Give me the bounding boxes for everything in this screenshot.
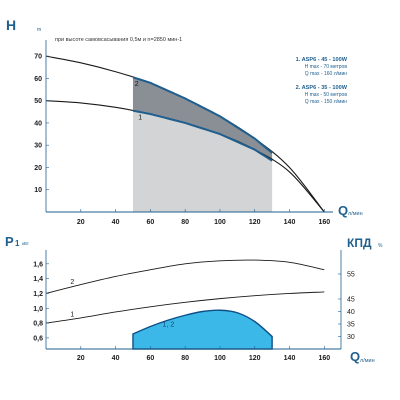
efficiency-tick-label: 30 (347, 334, 355, 341)
head-y-tick-label: 70 (34, 54, 42, 61)
head-curve-label-1: 1 (138, 115, 142, 122)
power-y-tick-label: 1,6 (33, 261, 43, 268)
legend-item-1-hmax: H max - 70 метров (305, 64, 348, 70)
power-x-tick-label: 120 (249, 355, 261, 362)
working-range-fill (132, 110, 273, 212)
power-y-tick-label: 1,4 (33, 276, 43, 283)
power-x-tick-label: 60 (146, 355, 154, 362)
head-x-tick-label: 120 (249, 219, 261, 226)
head-x-tick-label: 160 (318, 219, 330, 226)
efficiency-tick-label: 55 (347, 272, 355, 279)
power-x-axis-unit: л/мин (360, 358, 375, 364)
power-x-tick-label: 40 (112, 355, 120, 362)
head-curve-2-working-segment (132, 76, 273, 154)
operating-area-fill (132, 77, 273, 161)
power-axis-unit: кВт (22, 241, 29, 246)
head-chart: H m при высоте самовсасывания 0,5м и n=2… (6, 17, 363, 226)
head-x-tick-label: 100 (214, 219, 226, 226)
efficiency-label: 1, 2 (163, 322, 175, 329)
power-x-tick-label: 140 (284, 355, 296, 362)
efficiency-axis-letter: КПД (347, 236, 372, 250)
power-efficiency-chart: P 1 кВт КПД % 1, 2 1 2 0,6 0,8 1,0 1,2 1,4 1,6… (5, 234, 383, 364)
head-curve-1-working-segment (132, 109, 273, 162)
power-x-tick-label: 20 (77, 355, 85, 362)
head-y-tick-label: 20 (34, 165, 42, 172)
power-y-tick-label: 0,8 (33, 321, 43, 328)
efficiency-area (132, 309, 273, 350)
head-chart-legend: 1. ASP6 - 45 - 100W H max - 70 метров Q … (296, 57, 348, 105)
power-curve-1 (45, 291, 325, 324)
power-y-tick-label: 1,0 (33, 306, 43, 313)
power-axis-letter: P (5, 234, 14, 249)
efficiency-axis-unit: % (378, 243, 383, 249)
legend-item-1-title: 1. ASP6 - 45 - 100W (296, 57, 348, 63)
head-y-tick-label: 50 (34, 98, 42, 105)
head-x-tick-label: 140 (284, 219, 296, 226)
power-y-tick-label: 1,2 (33, 291, 43, 298)
head-axis-unit: m (37, 27, 41, 33)
head-y-tick-label: 40 (34, 120, 42, 127)
head-y-tick-label: 30 (34, 143, 42, 150)
power-axis-subscript: 1 (15, 239, 20, 248)
power-x-axis-letter: Q (350, 349, 360, 364)
head-x-tick-label: 20 (77, 219, 85, 226)
head-curve-label-2: 2 (135, 81, 139, 88)
power-curve-label-2: 2 (70, 279, 74, 286)
legend-item-2-qmax: Q max - 150 л/мин (305, 99, 347, 105)
power-curve-label-1: 1 (70, 311, 74, 318)
legend-item-1-qmax: Q max - 160 л/мин (305, 71, 347, 77)
head-x-tick-label: 80 (181, 219, 189, 226)
power-x-tick-label: 100 (214, 355, 226, 362)
power-x-tick-label: 160 (318, 355, 330, 362)
head-x-tick-label: 40 (112, 219, 120, 226)
power-curve-2 (45, 259, 325, 294)
head-x-axis-letter: Q (338, 203, 348, 218)
power-y-tick-label: 0,6 (33, 335, 43, 342)
legend-item-2-hmax: H max - 50 метров (305, 92, 348, 98)
efficiency-tick-label: 45 (347, 297, 355, 304)
head-y-tick-label: 60 (34, 76, 42, 83)
head-x-tick-label: 60 (146, 219, 154, 226)
head-y-tick-label: 10 (34, 187, 42, 194)
head-x-axis-unit: л/мин (348, 211, 363, 217)
power-x-tick-label: 80 (181, 355, 189, 362)
efficiency-tick-label: 35 (347, 322, 355, 329)
efficiency-tick-label: 40 (347, 309, 355, 316)
head-chart-note: при высоте самовсасывания 0,5м и n=2850 … (55, 37, 182, 43)
legend-item-2-title: 2. ASP6 - 35 - 100W (296, 85, 348, 91)
head-axis-letter: H (6, 17, 16, 33)
